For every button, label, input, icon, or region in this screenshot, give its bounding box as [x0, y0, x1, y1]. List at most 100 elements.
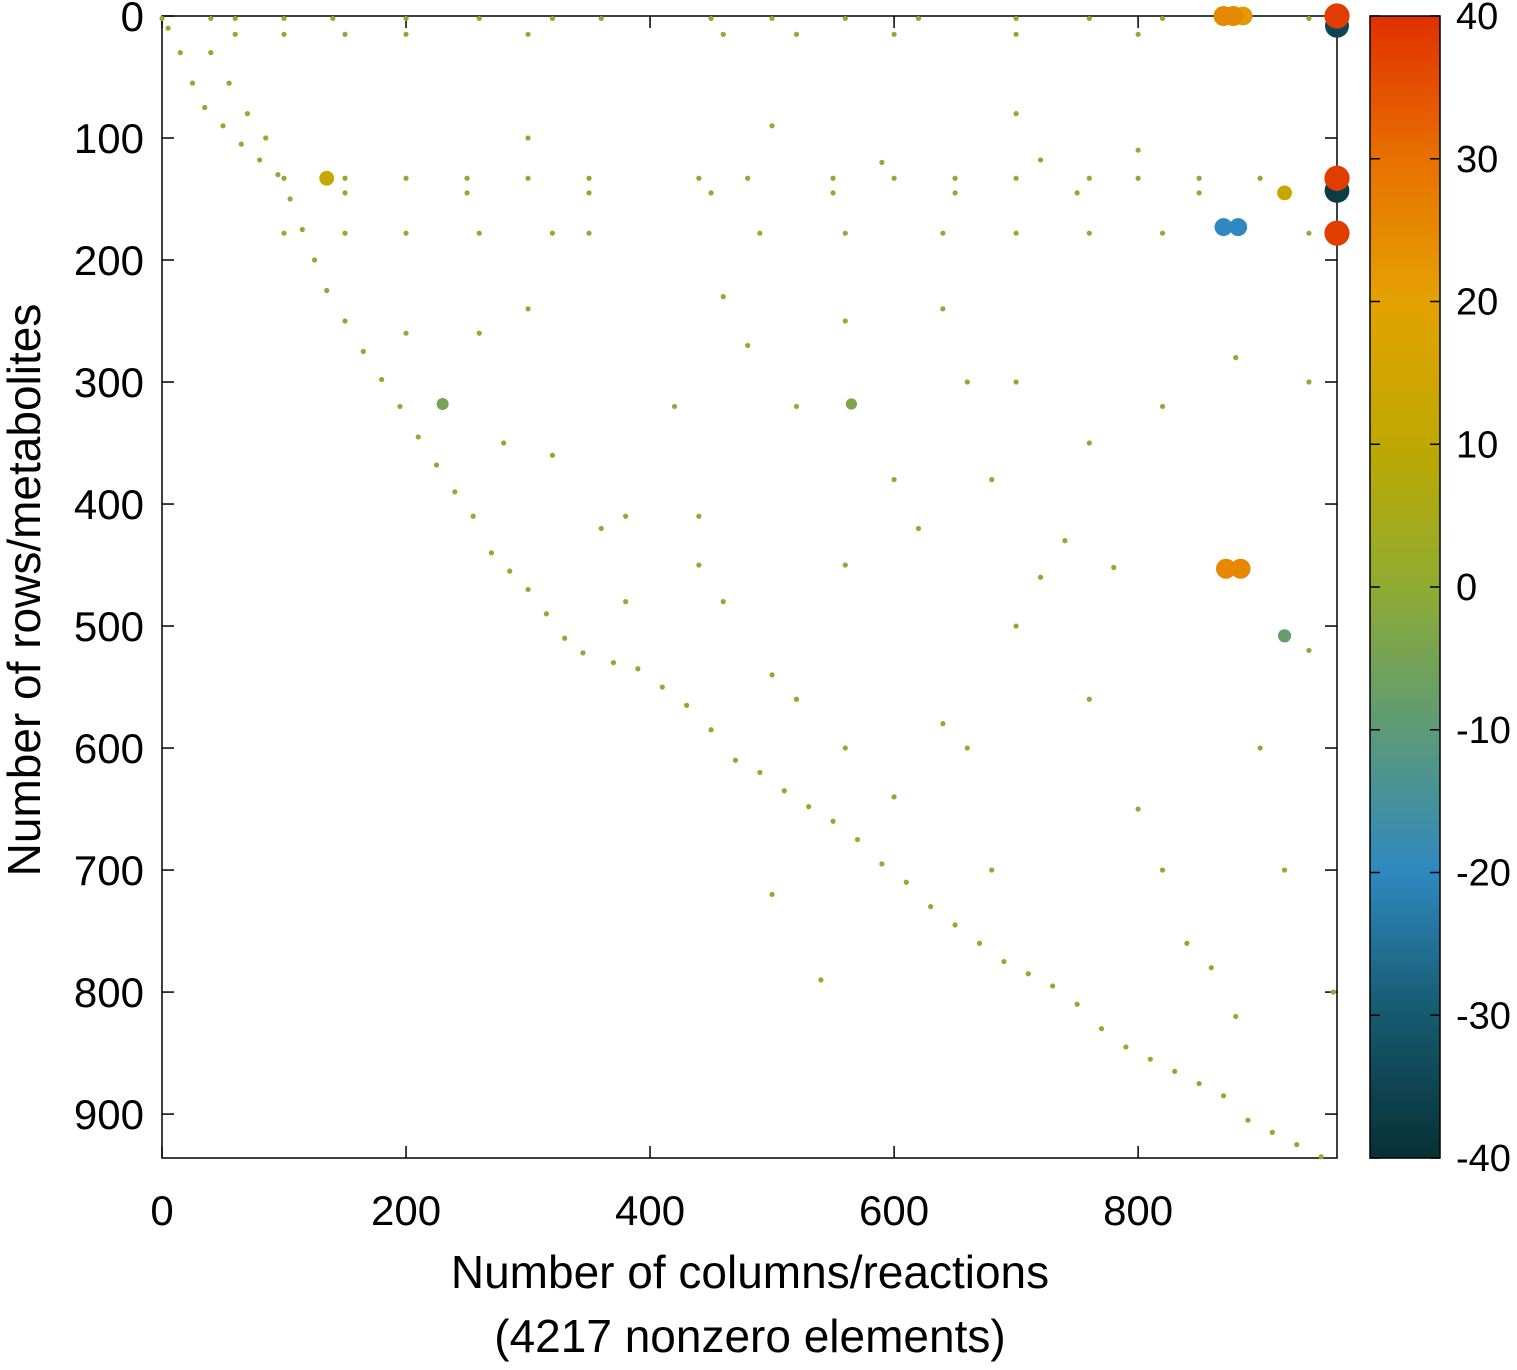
data-point: [159, 15, 165, 22]
data-point: [436, 397, 449, 410]
data-point: [586, 175, 592, 181]
data-point: [659, 684, 665, 690]
colorbar-tick-label: -40: [1456, 1138, 1511, 1180]
data-point: [708, 190, 714, 196]
data-point: [952, 190, 958, 196]
data-point: [165, 25, 171, 31]
data-point: [940, 306, 946, 312]
data-point: [1086, 230, 1092, 236]
data-point: [830, 818, 836, 824]
data-point: [177, 50, 183, 56]
data-point: [623, 599, 629, 605]
data-point: [415, 434, 421, 440]
data-point: [476, 230, 482, 236]
data-point: [238, 141, 244, 147]
data-point: [1013, 230, 1019, 236]
data-point: [287, 196, 293, 202]
data-point: [1123, 1044, 1129, 1050]
data-point: [1233, 355, 1239, 361]
data-point: [1013, 15, 1019, 22]
data-point: [720, 294, 726, 300]
data-point: [976, 940, 983, 946]
data-point: [1111, 564, 1117, 571]
data-point: [464, 175, 470, 181]
data-point: [281, 175, 287, 181]
colorbar-tick-label: 10: [1456, 424, 1498, 466]
data-point: [1159, 403, 1166, 410]
data-point: [1013, 175, 1019, 181]
data-point: [1306, 647, 1312, 654]
data-point: [1245, 1117, 1251, 1123]
colorbar-tick-label: 0: [1456, 567, 1477, 609]
data-point: [281, 230, 287, 236]
data-point: [525, 306, 531, 312]
data-point: [319, 170, 335, 186]
data-point: [549, 15, 556, 22]
x-tick-label: 0: [150, 1187, 173, 1234]
data-point: [1050, 983, 1056, 989]
data-point: [769, 672, 775, 678]
data-point: [586, 190, 592, 196]
data-point: [696, 513, 702, 519]
data-point: [257, 157, 263, 163]
data-point: [1135, 175, 1141, 181]
y-tick-label: 400: [74, 481, 144, 528]
data-point: [1098, 1026, 1105, 1032]
data-point: [1215, 558, 1236, 579]
data-point: [342, 31, 348, 37]
data-point: [275, 172, 281, 178]
data-point: [1086, 15, 1092, 22]
data-point: [1196, 1080, 1202, 1087]
data-point: [879, 159, 885, 166]
data-point: [818, 977, 824, 983]
data-point: [1001, 958, 1007, 965]
data-point: [757, 769, 763, 776]
data-point: [964, 379, 970, 385]
data-point: [1257, 175, 1263, 181]
data-point: [1208, 965, 1214, 971]
colorbar-tick-label: -20: [1456, 853, 1511, 895]
data-point: [488, 550, 495, 556]
data-point: [842, 230, 848, 236]
data-point: [403, 230, 409, 236]
data-point: [1086, 696, 1092, 702]
data-point: [891, 31, 897, 37]
data-point: [1306, 15, 1312, 22]
x-tick-label: 600: [859, 1187, 929, 1234]
colorbar-tick-label: 30: [1456, 139, 1498, 181]
data-point: [1172, 1068, 1178, 1074]
data-point: [879, 861, 885, 867]
y-tick-label: 0: [121, 0, 144, 40]
data-point: [1330, 989, 1336, 995]
data-point: [525, 175, 531, 181]
data-point: [1220, 1093, 1227, 1099]
data-point: [928, 904, 934, 910]
y-axis-label: Number of rows/metabolites: [0, 304, 50, 877]
data-point: [1277, 629, 1292, 643]
colorbar-tick-label: 40: [1456, 0, 1498, 38]
data-point: [1230, 558, 1251, 579]
data-point: [842, 562, 848, 568]
data-point: [769, 15, 775, 22]
data-point: [403, 175, 409, 181]
data-point: [1037, 574, 1044, 580]
data-point: [1214, 218, 1233, 237]
data-point: [708, 15, 714, 22]
x-tick-label: 200: [371, 1187, 441, 1234]
data-point: [891, 794, 897, 800]
data-point: [745, 342, 751, 349]
data-point: [1074, 190, 1080, 196]
data-point: [696, 562, 702, 568]
y-tick-label: 700: [74, 847, 144, 894]
data-point: [1306, 379, 1312, 385]
data-point: [549, 230, 556, 236]
data-point: [452, 489, 458, 495]
data-point: [732, 757, 739, 763]
data-point: [525, 135, 531, 141]
y-tick-label: 600: [74, 725, 144, 772]
data-point: [671, 403, 678, 410]
data-point: [1294, 1141, 1300, 1148]
data-point: [232, 31, 238, 37]
data-point: [845, 398, 857, 410]
data-point: [1159, 867, 1166, 873]
